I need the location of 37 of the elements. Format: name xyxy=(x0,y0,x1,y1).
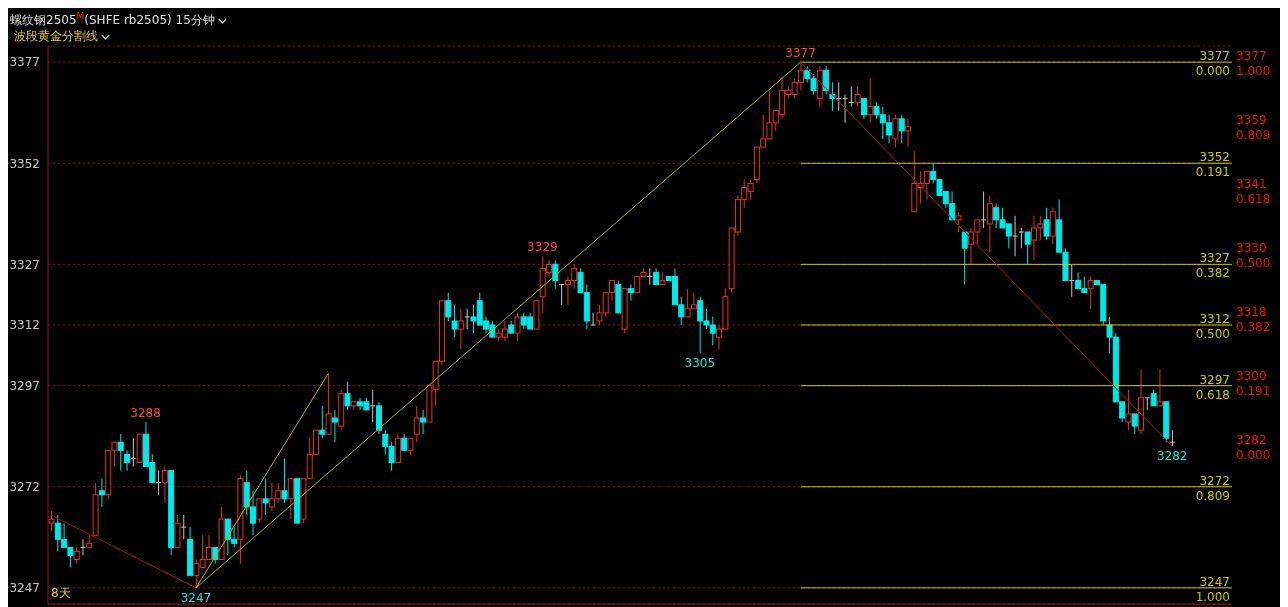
ref-line-label: 3272 0.809 xyxy=(1195,473,1230,503)
text: 0.809 xyxy=(1236,128,1271,143)
annotation: 3247 xyxy=(180,590,212,605)
ref-line-label: 3352 0.191 xyxy=(1195,150,1230,180)
text: 1.000 xyxy=(1236,64,1271,79)
annotation: 3282 xyxy=(1156,449,1188,464)
text: 3282 xyxy=(1236,433,1267,448)
ref-line-label: 3377 0.000 xyxy=(1195,49,1230,79)
text: 3359 xyxy=(1236,113,1267,128)
y-tick-label: 3297 xyxy=(9,378,40,393)
text: 3318 xyxy=(1236,305,1267,320)
annotation: 3305 xyxy=(684,356,716,371)
text: 3330 xyxy=(1236,241,1267,256)
y-tick-label: 3247 xyxy=(9,581,40,596)
ref-line-label: 3327 0.382 xyxy=(1195,251,1230,281)
y-tick-label: 3272 xyxy=(9,480,40,494)
annotation: 8天 xyxy=(51,585,71,602)
y-tick-label: 3377 xyxy=(9,55,40,70)
text: 0.000 xyxy=(1236,448,1271,463)
text: 0.500 xyxy=(1236,256,1271,271)
text: 0.618 xyxy=(1236,192,1271,207)
y-tick-label: 3327 xyxy=(9,257,40,272)
annotation: 3288 xyxy=(130,406,161,421)
ref-line-label: 3247 1.000 xyxy=(1195,574,1230,604)
annotation: 3377 xyxy=(785,46,816,61)
ref-line-label: 3297 0.618 xyxy=(1195,372,1230,402)
annotation: 3329 xyxy=(527,240,558,255)
text: 0.191 xyxy=(1236,384,1271,399)
text: 3300 xyxy=(1236,369,1267,384)
text: 3377 xyxy=(1236,49,1267,64)
y-tick-label: 3352 xyxy=(9,156,40,171)
chart-title: 螺纹钢2505$^{M}$(SHFE rb2505) 15分钟 xyxy=(10,11,215,27)
text: 0.382 xyxy=(1236,320,1271,335)
y-tick-label: 3312 xyxy=(9,318,40,333)
text: 3341 xyxy=(1236,177,1267,192)
chart-subtitle: 波段黄金分割线 xyxy=(14,29,98,43)
ref-line-label: 3312 0.500 xyxy=(1195,312,1230,341)
